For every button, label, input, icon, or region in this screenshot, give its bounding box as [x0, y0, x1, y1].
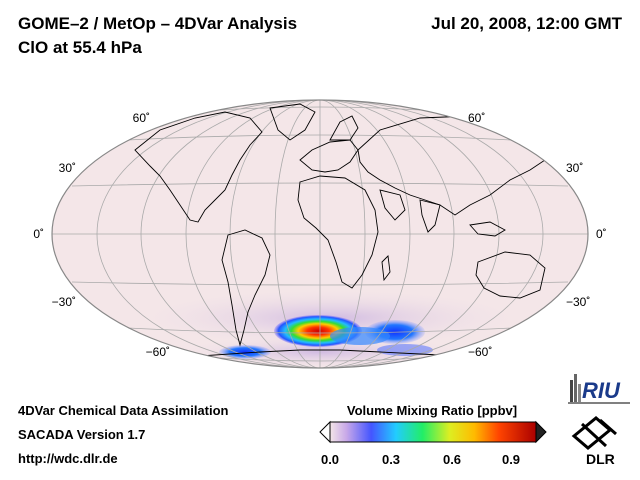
dlr-logo: DLR	[571, 416, 617, 467]
lat-label-right-0: 0˚	[596, 227, 607, 241]
lat-label-left-neg30: −30˚	[52, 295, 76, 309]
colorbar-tick-2: 0.6	[442, 452, 462, 467]
map-title: GOME–2 / MetOp – 4DVar Analysis	[18, 14, 298, 33]
lat-label-left-0: 0˚	[33, 227, 44, 241]
colorbar-max-arrow	[535, 420, 547, 444]
lat-label-right-neg30: −30˚	[566, 295, 590, 309]
lat-label-right-30: 30˚	[566, 161, 583, 175]
lat-labels: 60˚ 30˚ 0˚ −30˚ −60˚ 60˚ 30˚ 0˚ −30˚ −60…	[33, 111, 606, 359]
lat-label-right-60: 60˚	[468, 111, 485, 125]
lat-label-right-neg60: −60˚	[468, 345, 492, 359]
colorbar-tick-1: 0.3	[381, 452, 401, 467]
world-map: 60˚ 30˚ 0˚ −30˚ −60˚ 60˚ 30˚ 0˚ −30˚ −60…	[33, 99, 607, 369]
colorbar-gradient	[329, 421, 537, 443]
colorbar	[319, 420, 547, 444]
globe-outline	[51, 99, 589, 369]
colorbar-min-arrow	[319, 420, 331, 444]
date-time: Jul 20, 2008, 12:00 GMT	[431, 14, 622, 33]
lat-label-left-neg60: −60˚	[146, 345, 170, 359]
colorbar-title: Volume Mixing Ratio [ppbv]	[346, 403, 518, 418]
coastlines	[134, 103, 567, 361]
colorbar-tick-3: 0.9	[501, 452, 521, 467]
lat-label-left-30: 30˚	[59, 161, 76, 175]
footer-line-1: 4DVar Chemical Data Assimilation	[18, 403, 229, 418]
footer-url: http://wdc.dlr.de	[18, 451, 118, 466]
logos: RIU DLR	[568, 374, 630, 467]
lat-label-left-60: 60˚	[133, 111, 150, 125]
svg-text:RIU: RIU	[582, 378, 621, 403]
footer-line-2: SACADA Version 1.7	[18, 427, 146, 442]
colorbar-tick-0: 0.0	[320, 452, 340, 467]
svg-text:DLR: DLR	[586, 451, 615, 467]
map-subtitle: ClO at 55.4 hPa	[18, 38, 142, 57]
riu-logo: RIU	[568, 374, 630, 404]
